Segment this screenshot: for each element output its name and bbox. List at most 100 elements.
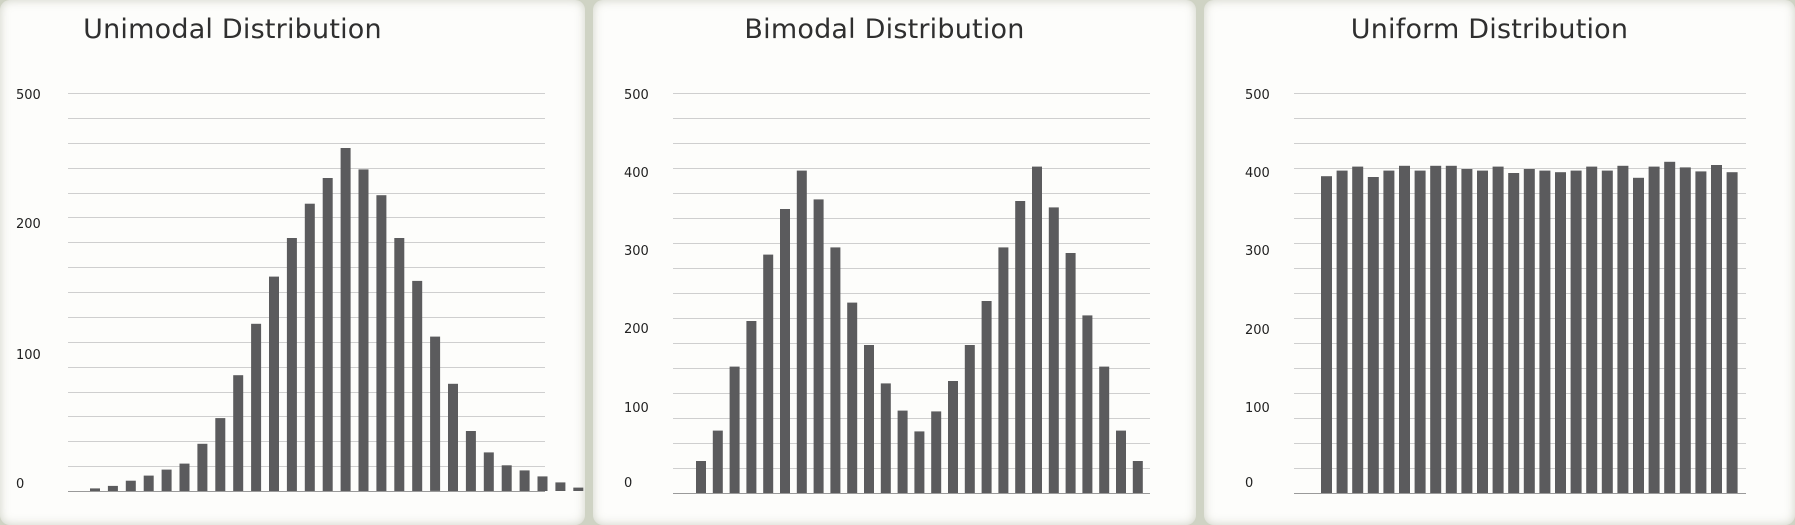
bar — [931, 411, 942, 493]
bar — [1336, 170, 1348, 493]
bar — [1032, 166, 1042, 493]
bar — [847, 302, 858, 493]
bar — [1352, 166, 1364, 493]
chart-title: Uniform Distribution — [1350, 14, 1629, 45]
bar — [746, 321, 757, 493]
bar — [519, 470, 530, 491]
bar — [981, 301, 992, 493]
chart-title: Unimodal Distribution — [83, 14, 382, 45]
bar — [864, 345, 874, 493]
bar — [251, 323, 262, 491]
y-tick-label: 400 — [1245, 166, 1270, 181]
bar — [880, 383, 891, 493]
bar — [448, 383, 458, 491]
bar — [1492, 166, 1504, 493]
bar — [1664, 161, 1676, 494]
bar — [1508, 173, 1520, 493]
bar — [1523, 169, 1535, 493]
y-tick-label: 300 — [624, 244, 649, 259]
bar — [376, 195, 387, 491]
bar — [483, 452, 494, 491]
bar — [215, 418, 226, 491]
bar — [830, 247, 841, 493]
bar — [1321, 176, 1332, 493]
bar — [1477, 170, 1488, 493]
bar — [1367, 177, 1379, 493]
y-tick-label: 0 — [1245, 476, 1253, 491]
bar — [1065, 253, 1076, 493]
unimodal-chart-panel: Unimodal Distribution 0 100 200 500 — [0, 0, 585, 525]
bar — [696, 461, 706, 493]
bar — [269, 276, 279, 491]
bar — [998, 247, 1009, 493]
bar — [465, 431, 476, 491]
y-tick-label: 500 — [1245, 88, 1270, 103]
bar — [358, 169, 369, 491]
y-tick-label: 500 — [624, 88, 649, 103]
bar — [964, 345, 975, 493]
bar — [1539, 170, 1551, 493]
bar — [143, 475, 154, 491]
bar — [1414, 170, 1426, 493]
bimodal-chart-panel: Bimodal Distribution 0 100 200 300 400 500 — [593, 0, 1196, 525]
bar — [1430, 165, 1442, 494]
y-tick-label: 100 — [16, 348, 41, 363]
y-tick-label: 0 — [624, 476, 632, 491]
bar — [729, 366, 740, 493]
y-tick-label: 100 — [624, 401, 649, 416]
bar — [1648, 166, 1660, 493]
y-tick-label: 0 — [16, 477, 24, 492]
bar — [1132, 461, 1143, 493]
chart-title: Bimodal Distribution — [744, 14, 1025, 45]
uniform-chart-panel: Uniform Distribution 0 100 200 300 400 500 — [1204, 0, 1795, 525]
bar — [1099, 366, 1110, 493]
bar — [712, 430, 723, 493]
y-tick-label: 100 — [1245, 401, 1270, 416]
bar — [1015, 201, 1026, 493]
bar — [1601, 170, 1613, 493]
bar — [1633, 177, 1644, 494]
y-tick-label: 200 — [624, 322, 649, 337]
y-tick-label: 200 — [16, 217, 41, 232]
bar — [1695, 171, 1707, 493]
bar — [340, 148, 351, 491]
bar — [1082, 315, 1093, 493]
bar — [1711, 165, 1722, 493]
chart-plot-area: 0 100 200 300 400 500 — [1245, 88, 1746, 494]
bar — [161, 469, 172, 491]
bar — [90, 488, 100, 491]
y-tick-label: 500 — [16, 88, 41, 103]
bar — [233, 375, 244, 491]
bar — [394, 238, 405, 491]
bar — [1570, 170, 1582, 493]
bar — [573, 487, 584, 491]
bar — [1679, 167, 1691, 493]
bar — [286, 238, 297, 491]
bar — [780, 209, 790, 493]
bar — [537, 476, 548, 491]
bar — [1399, 165, 1410, 494]
bar — [1726, 172, 1738, 493]
bar — [948, 381, 958, 493]
bar — [322, 178, 333, 491]
bar — [897, 410, 908, 493]
bar — [796, 170, 807, 493]
bar — [555, 482, 566, 491]
bar — [1586, 166, 1598, 493]
bar — [1048, 207, 1059, 493]
bar — [813, 199, 824, 493]
y-tick-label: 300 — [1245, 244, 1270, 259]
bar — [107, 485, 118, 491]
chart-plot-area: 0 100 200 500 — [16, 88, 584, 492]
bar — [914, 431, 925, 493]
bar — [763, 254, 774, 493]
bar — [304, 203, 315, 491]
bar — [1445, 165, 1457, 494]
bar — [1383, 170, 1395, 493]
bar — [1555, 172, 1566, 493]
bar — [125, 480, 136, 491]
bar — [501, 465, 512, 491]
bar — [179, 463, 190, 491]
bar — [1461, 169, 1473, 493]
bar — [197, 443, 208, 491]
